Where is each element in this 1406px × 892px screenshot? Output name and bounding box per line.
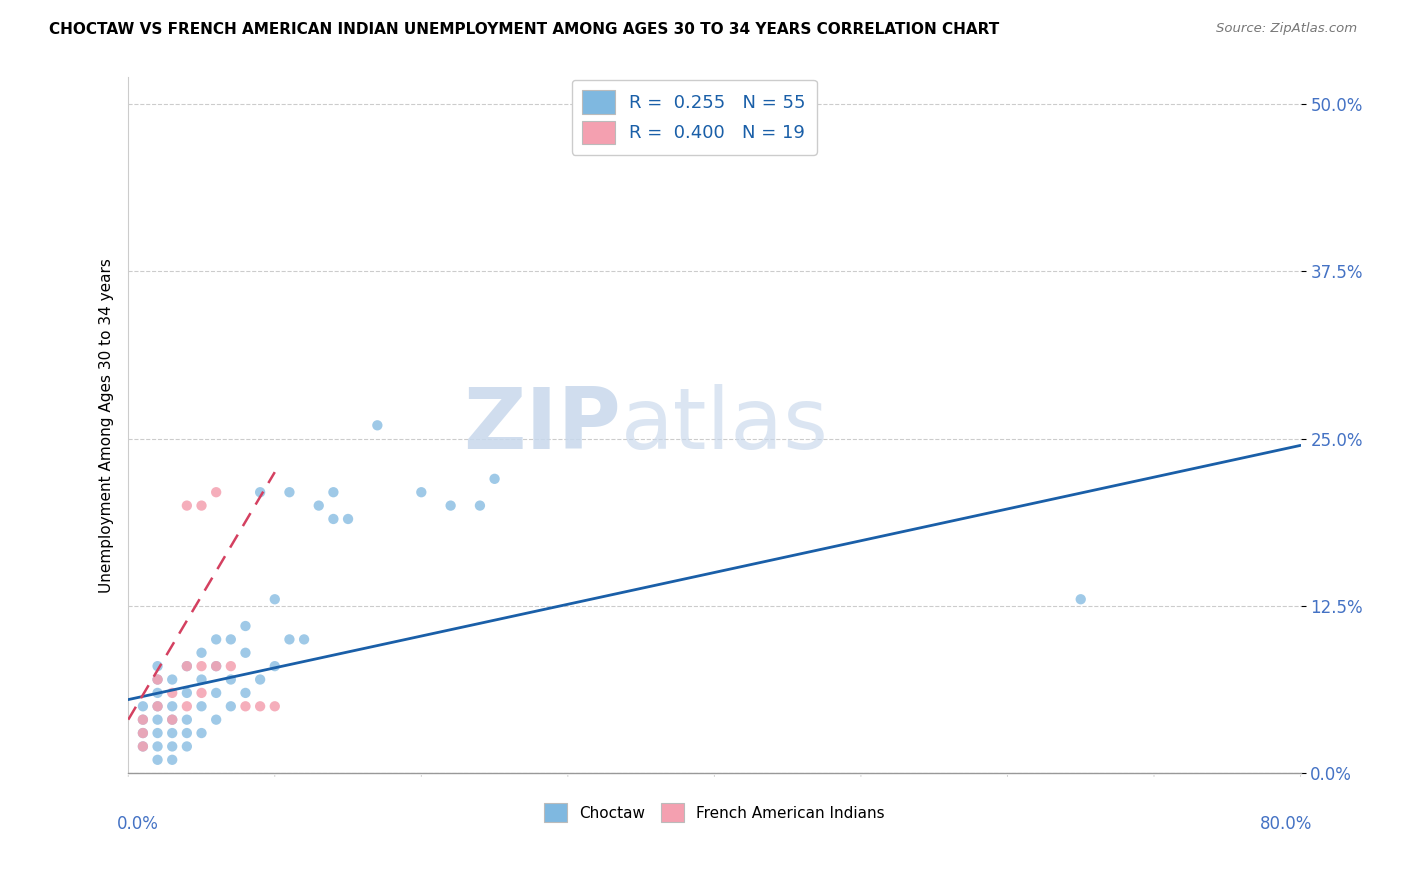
Point [132, 726, 155, 740]
Point [219, 632, 242, 647]
Point [160, 753, 183, 767]
Point [366, 418, 388, 433]
Point [235, 699, 257, 714]
Point [278, 632, 301, 647]
Point [322, 512, 344, 526]
Point [190, 699, 212, 714]
Point [146, 673, 169, 687]
Point [292, 632, 315, 647]
Point [132, 699, 155, 714]
Point [263, 699, 285, 714]
Point [176, 499, 198, 513]
Point [219, 659, 242, 673]
Text: atlas: atlas [620, 384, 828, 467]
Point [160, 726, 183, 740]
Point [205, 659, 228, 673]
Text: Source: ZipAtlas.com: Source: ZipAtlas.com [1216, 22, 1357, 36]
Point [308, 499, 330, 513]
Point [146, 673, 169, 687]
Point [263, 659, 285, 673]
Point [146, 739, 169, 754]
Point [219, 699, 242, 714]
Point [322, 485, 344, 500]
Point [132, 726, 155, 740]
Point [733, 124, 755, 138]
Point [176, 659, 198, 673]
Point [146, 699, 169, 714]
Point [468, 499, 491, 513]
Point [440, 499, 463, 513]
Point [160, 713, 183, 727]
Legend: Choctaw, French American Indians: Choctaw, French American Indians [538, 797, 890, 828]
Point [176, 686, 198, 700]
Point [160, 739, 183, 754]
Point [146, 726, 169, 740]
Point [205, 686, 228, 700]
Point [176, 726, 198, 740]
Y-axis label: Unemployment Among Ages 30 to 34 years: Unemployment Among Ages 30 to 34 years [100, 258, 114, 593]
Point [160, 686, 183, 700]
Point [337, 512, 360, 526]
Point [190, 686, 212, 700]
Text: ZIP: ZIP [463, 384, 620, 467]
Point [1070, 592, 1092, 607]
Point [190, 499, 212, 513]
Point [132, 713, 155, 727]
Point [235, 646, 257, 660]
Point [278, 485, 301, 500]
Point [146, 713, 169, 727]
Point [132, 713, 155, 727]
Point [146, 699, 169, 714]
Point [132, 739, 155, 754]
Point [160, 713, 183, 727]
Point [219, 673, 242, 687]
Point [205, 659, 228, 673]
Point [411, 485, 433, 500]
Point [146, 753, 169, 767]
Point [190, 659, 212, 673]
Point [190, 726, 212, 740]
Point [484, 472, 506, 486]
Point [176, 713, 198, 727]
Text: CHOCTAW VS FRENCH AMERICAN INDIAN UNEMPLOYMENT AMONG AGES 30 TO 34 YEARS CORRELA: CHOCTAW VS FRENCH AMERICAN INDIAN UNEMPL… [49, 22, 1000, 37]
Point [235, 686, 257, 700]
Text: 80.0%: 80.0% [1260, 815, 1312, 833]
Point [176, 699, 198, 714]
Point [263, 592, 285, 607]
Point [190, 646, 212, 660]
Point [249, 699, 271, 714]
Point [160, 673, 183, 687]
Point [249, 673, 271, 687]
Point [249, 485, 271, 500]
Point [190, 673, 212, 687]
Point [146, 686, 169, 700]
Point [176, 659, 198, 673]
Point [205, 713, 228, 727]
Point [132, 739, 155, 754]
Point [205, 632, 228, 647]
Point [235, 619, 257, 633]
Point [160, 699, 183, 714]
Point [205, 485, 228, 500]
Point [176, 739, 198, 754]
Text: 0.0%: 0.0% [117, 815, 159, 833]
Point [146, 659, 169, 673]
